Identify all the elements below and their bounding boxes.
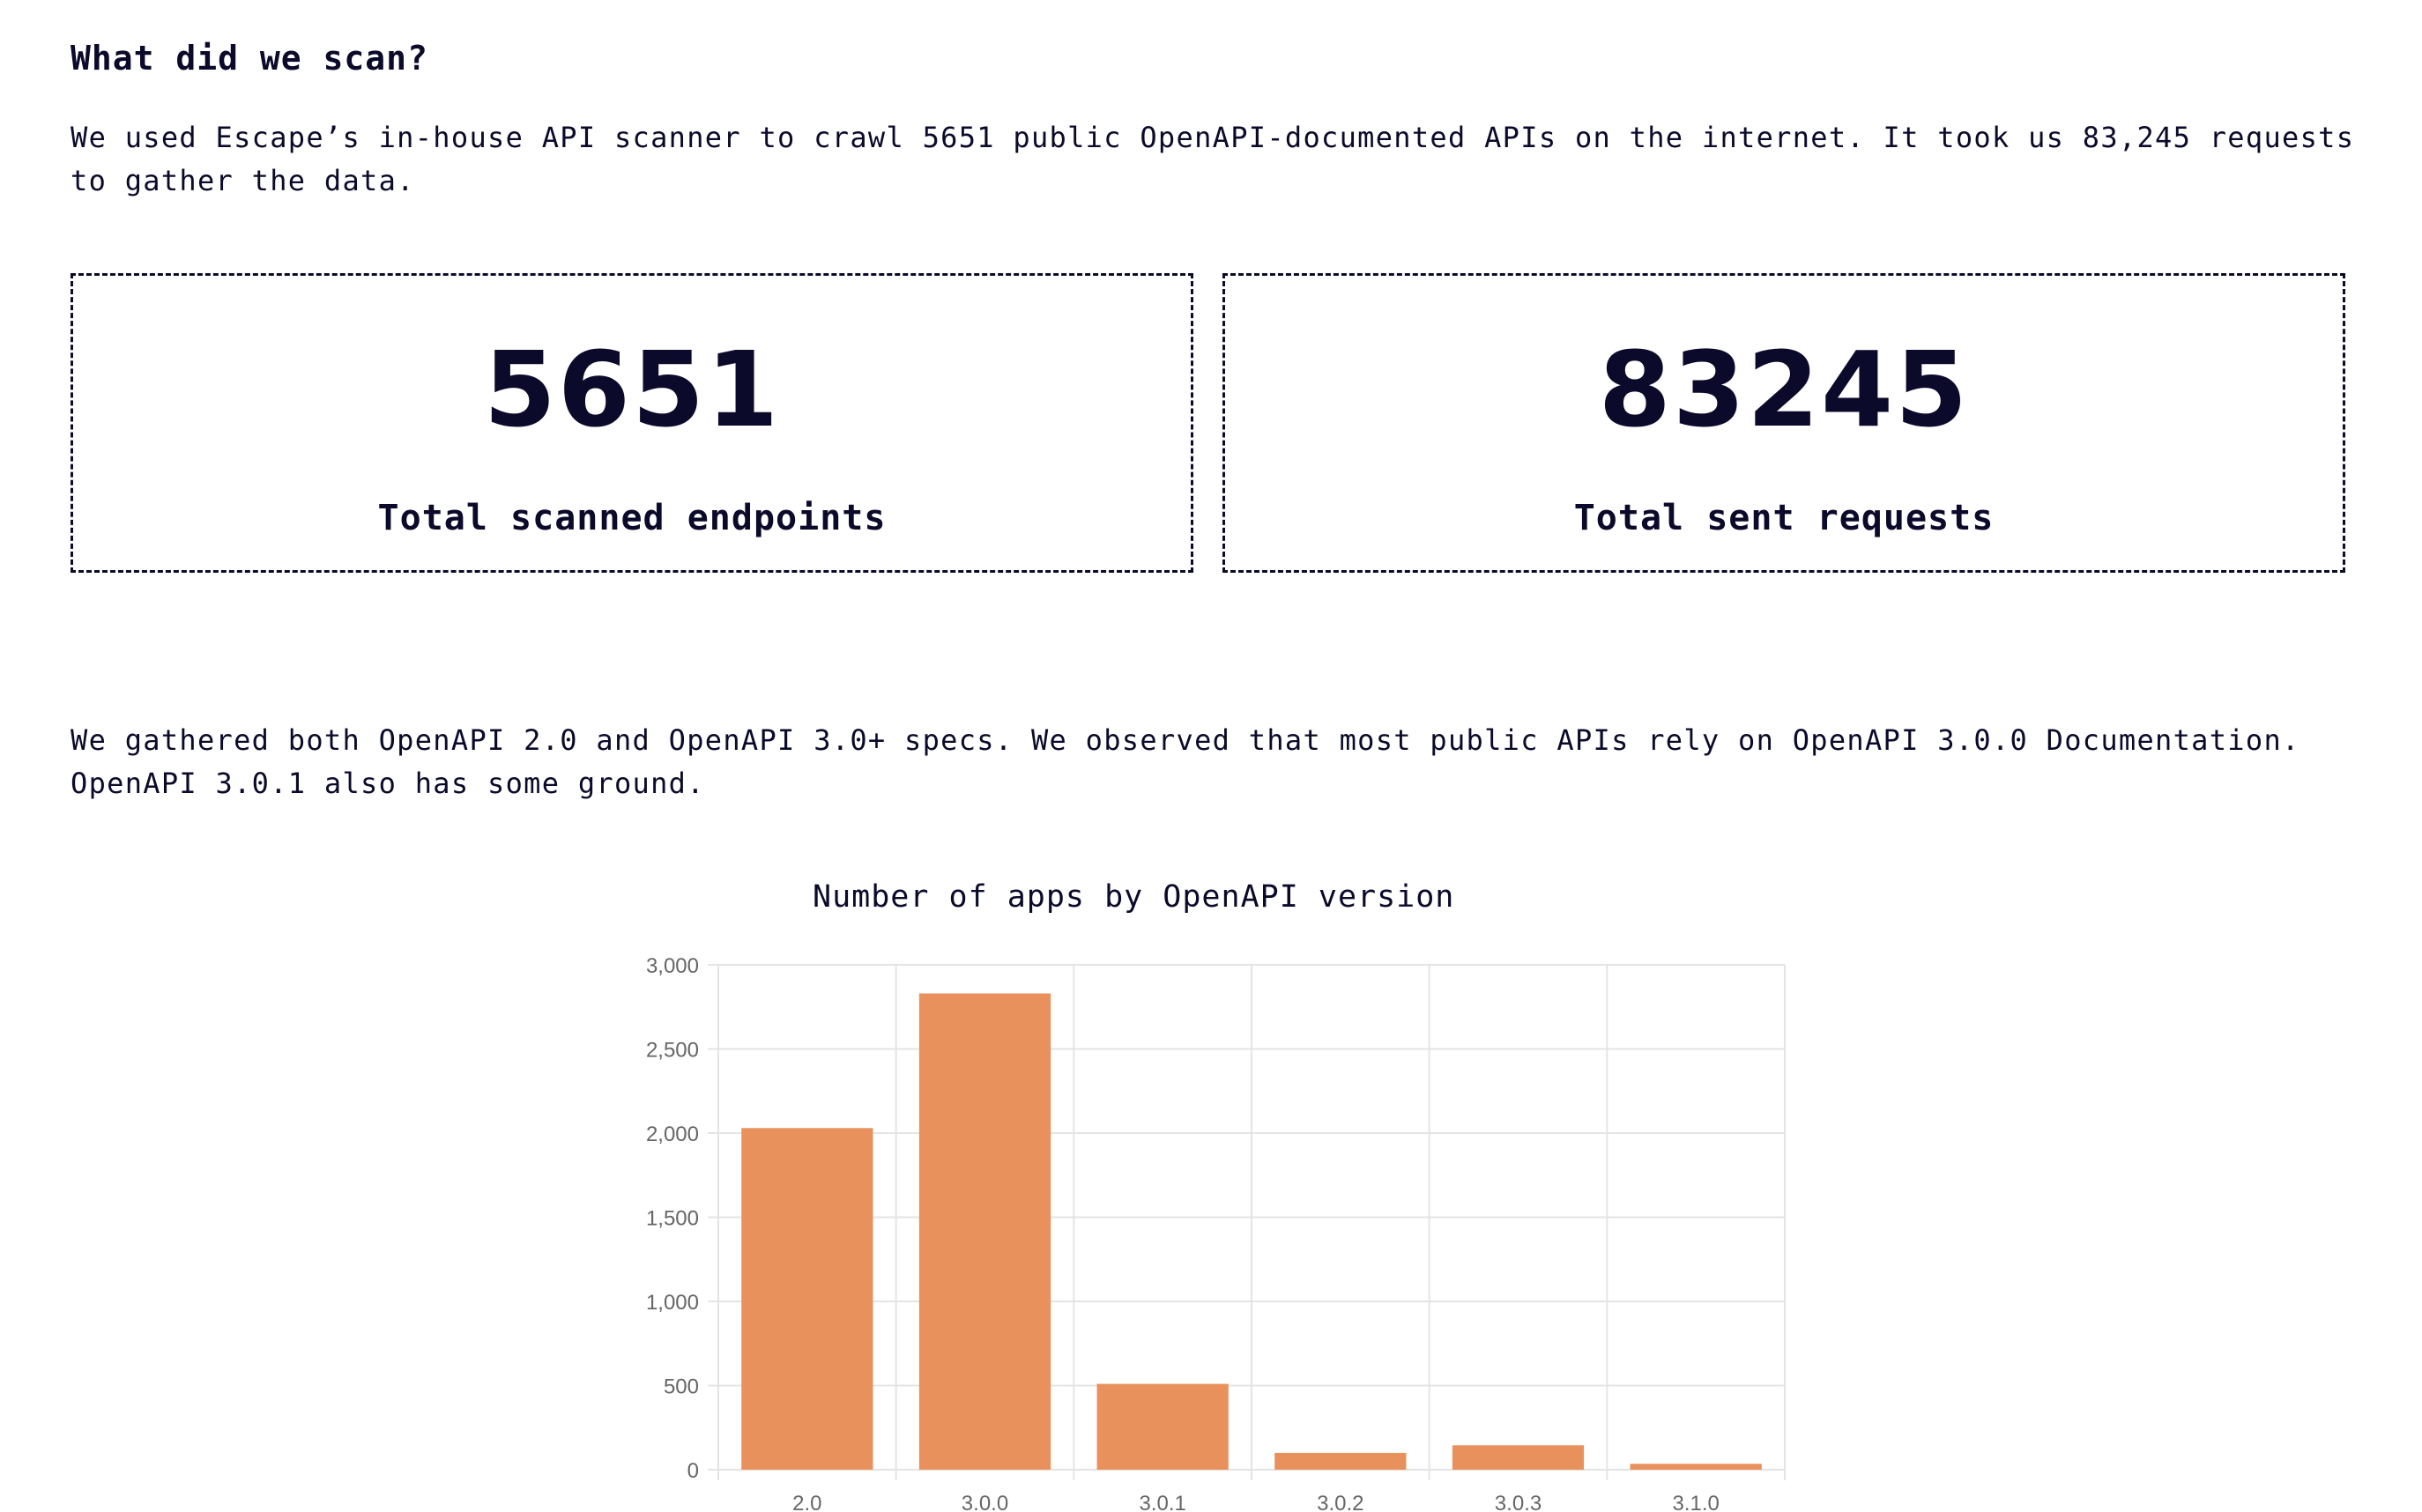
y-tick-label: 2,500 [646,1039,699,1063]
y-tick-label: 3,000 [646,954,699,978]
x-tick-label: 3.1.0 [1672,1492,1719,1512]
stat-value-endpoints: 5651 [483,329,781,450]
bar-2-0 [741,1128,873,1470]
stat-label-requests: Total sent requests [1573,498,1995,538]
versions-intro-text: We gathered both OpenAPI 2.0 and OpenAPI… [71,723,2300,800]
y-tick-label: 500 [664,1375,699,1399]
chart-title: Number of apps by OpenAPI version [813,879,1455,915]
x-tick-label: 3.0.0 [962,1492,1008,1512]
section-title: What did we scan? [71,39,428,78]
scan-intro-text: We used Escape’s in-house API scanner to… [71,121,2355,197]
stat-value-requests: 83245 [1598,329,1970,450]
bar-3-0-3 [1452,1445,1585,1470]
x-tick-label: 2.0 [792,1492,821,1512]
y-tick-label: 2,000 [646,1123,699,1146]
stat-label-endpoints: Total scanned endpoints [377,498,887,538]
y-tick-label: 1,500 [646,1207,699,1231]
x-tick-label: 3.0.3 [1495,1492,1542,1512]
x-tick-label: 3.0.1 [1139,1492,1185,1512]
bar-3-1-0 [1630,1464,1762,1470]
y-tick-label: 1,000 [646,1291,699,1315]
bar-3-0-2 [1274,1452,1407,1470]
y-tick-label: 0 [687,1459,699,1483]
bar-3-0-0 [918,993,1051,1470]
bar-3-0-1 [1096,1383,1229,1470]
stat-card-requests: 83245 Total sent requests [1222,273,2345,573]
x-tick-label: 3.0.2 [1317,1492,1363,1512]
stat-card-endpoints: 5651 Total scanned endpoints [71,273,1193,573]
